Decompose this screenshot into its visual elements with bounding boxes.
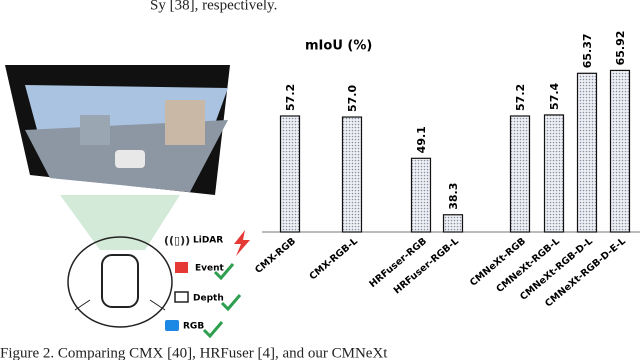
chart-title: mIoU (%) (305, 39, 372, 54)
bar (509, 115, 531, 233)
bar (442, 214, 464, 233)
bar (279, 115, 301, 233)
sensor-label: Depth (193, 294, 224, 304)
bar (341, 116, 363, 233)
value-label: 57.2 (514, 84, 527, 111)
sensor-label: LiDAR (193, 236, 223, 246)
bar (576, 72, 598, 233)
x-tick-label: CMNeXt-RGB (468, 236, 528, 289)
value-label: 65.37 (581, 33, 594, 68)
bar (609, 69, 631, 233)
svg-text:((▯)): ((▯)) (164, 234, 190, 247)
value-label: 57.4 (548, 82, 561, 109)
value-label: 65.92 (614, 31, 627, 66)
sensor-label: Event (195, 264, 225, 274)
value-label: 57.2 (284, 84, 297, 111)
scene-illustration: ((▯)) (5, 65, 250, 339)
x-tick-label: CMX-RGB (253, 236, 298, 276)
x-tick-label: CMX-RGB-L (307, 236, 359, 283)
bar (410, 157, 432, 233)
caption: Figure 2. Comparing CMX [40], HRFuser [4… (0, 345, 388, 360)
value-label: 57.0 (346, 85, 359, 112)
value-label: 38.3 (447, 183, 460, 210)
sensor-label: RGB (183, 322, 204, 332)
bar (543, 114, 565, 233)
value-label: 49.1 (415, 126, 428, 153)
header-text: Sy [38], respectively. (150, 0, 277, 13)
